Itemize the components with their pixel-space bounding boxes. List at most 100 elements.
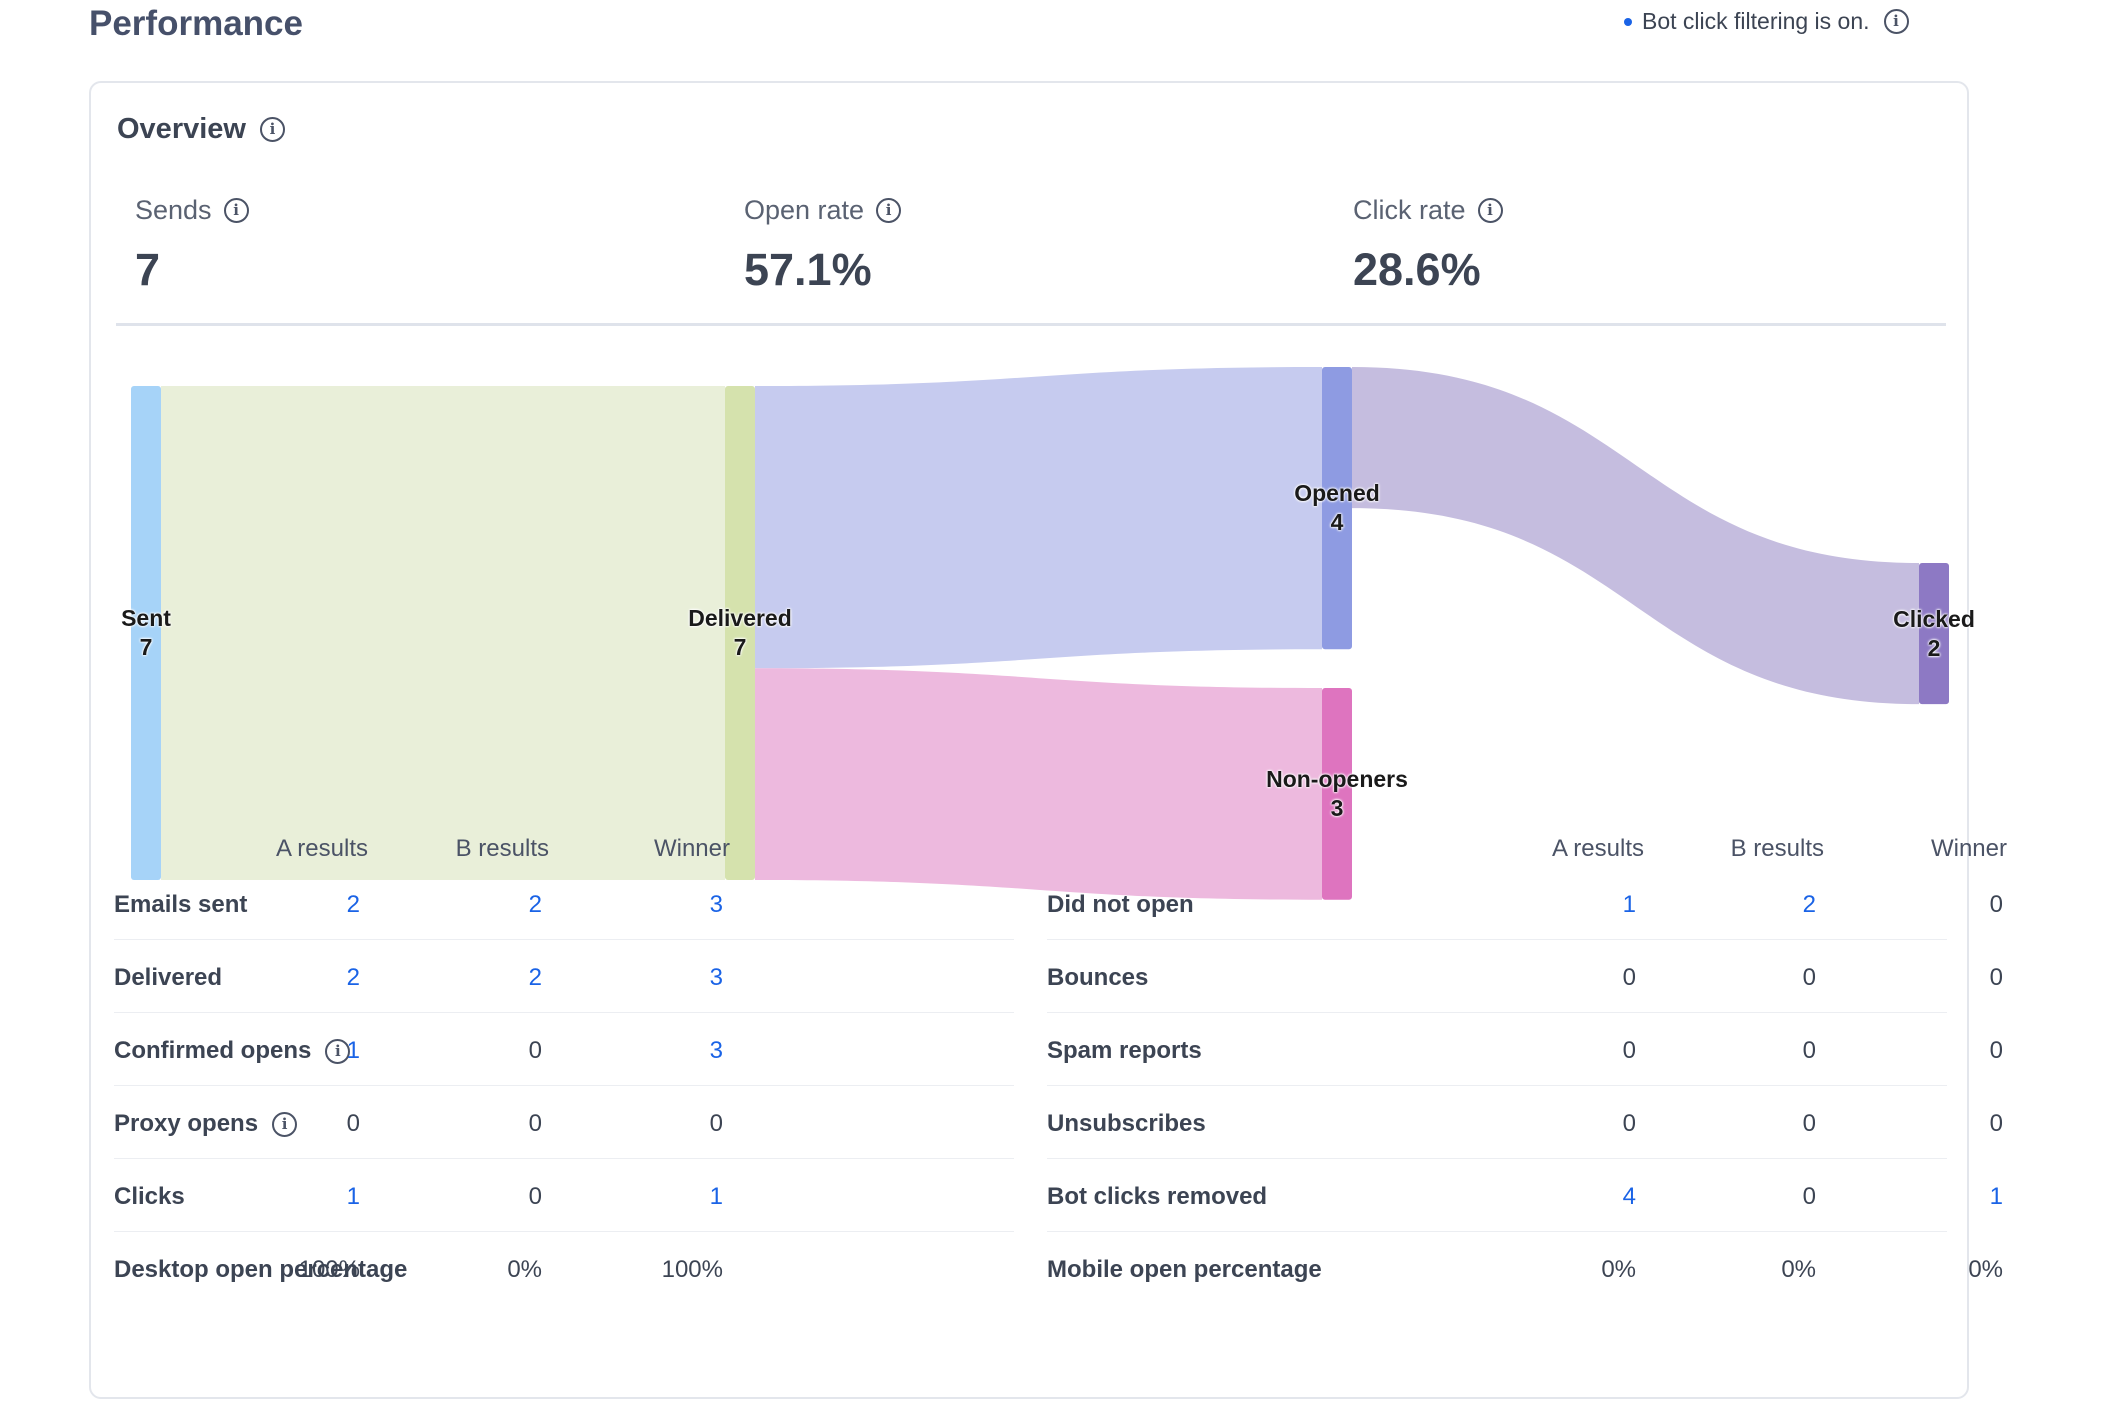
info-icon[interactable]: i <box>1477 198 1503 223</box>
funnel-sankey-chart <box>131 367 1949 900</box>
table-row: Did not open 1 2 0 <box>1047 867 2003 940</box>
sankey-node-label: Sent 7 <box>121 604 171 662</box>
b-result-cell: 0 <box>1802 1037 1816 1064</box>
winner-result-cell[interactable]: 1 <box>709 1183 723 1210</box>
b-result-cell[interactable]: 2 <box>1802 891 1816 918</box>
table-row: Clicks 1 0 1 <box>114 1159 1014 1232</box>
sankey-node-name: Opened <box>1294 480 1380 507</box>
table-row: Unsubscribes 0 0 0 <box>1047 1086 2003 1159</box>
stat-value: 28.6% <box>1353 244 1481 295</box>
sankey-node-value: 2 <box>1927 634 1941 661</box>
a-result-cell: 0 <box>1622 1110 1636 1137</box>
sankey-node-label: Opened 4 <box>1294 479 1380 537</box>
row-label: Spam reports <box>1047 1037 1202 1065</box>
sankey-node-name: Non-openers <box>1266 765 1408 792</box>
b-result-cell[interactable]: 2 <box>528 964 542 991</box>
sankey-node-label: Non-openers 3 <box>1266 765 1408 823</box>
winner-result-cell[interactable]: 3 <box>709 964 723 991</box>
info-icon[interactable]: i <box>223 198 249 223</box>
row-label: Proxy opens i <box>114 1110 298 1138</box>
info-icon[interactable]: i <box>272 1111 298 1137</box>
col-header-a: A results <box>1551 835 1644 862</box>
a-result-cell[interactable]: 2 <box>346 964 360 991</box>
b-result-cell: 0% <box>507 1256 542 1283</box>
stat-label: Open rate <box>744 195 865 225</box>
winner-result-cell: 100% <box>661 1256 723 1283</box>
row-label-text: Mobile open percentage <box>1047 1256 1322 1283</box>
stat-value: 57.1% <box>744 244 872 295</box>
winner-result-cell: 0% <box>1968 1256 2003 1283</box>
a-result-cell: 0% <box>1601 1256 1636 1283</box>
winner-result-cell: 0 <box>1989 891 2003 918</box>
row-label: Desktop open percentage <box>114 1256 407 1284</box>
stat-open-rate: Open rate i 57.1% <box>744 195 902 296</box>
col-header-winner: Winner <box>653 835 730 862</box>
row-label-text: Bounces <box>1047 964 1149 991</box>
a-result-cell[interactable]: 1 <box>1622 891 1636 918</box>
table-row: Bounces 0 0 0 <box>1047 940 2003 1013</box>
a-result-cell[interactable]: 2 <box>346 891 360 918</box>
table-row: Desktop open percentage 100% 0% 100% <box>114 1232 1014 1305</box>
results-table-left: A results B results Winner Emails sent 2 2… <box>114 827 1014 1305</box>
info-icon[interactable]: i <box>876 198 902 223</box>
b-result-cell[interactable]: 2 <box>528 891 542 918</box>
sankey-node-value: 7 <box>733 634 747 660</box>
overview-title: Overview <box>117 113 246 145</box>
table-row: Mobile open percentage 0% 0% 0% <box>1047 1232 2003 1305</box>
a-result-cell[interactable]: 4 <box>1622 1183 1636 1210</box>
a-result-cell: 100% <box>298 1256 360 1283</box>
stat-click-rate: Click rate i 28.6% <box>1353 195 1503 296</box>
b-result-cell: 0 <box>1802 964 1816 991</box>
b-result-cell: 0 <box>528 1110 542 1137</box>
overview-heading: Overview i <box>117 113 285 146</box>
row-label: Did not open <box>1047 891 1194 919</box>
sankey-link-delivered-to-non-openers[interactable] <box>755 668 1322 900</box>
sankey-link-sent-to-delivered[interactable] <box>161 386 725 880</box>
b-result-cell: 0 <box>1802 1110 1816 1137</box>
stat-sends: Sends i 7 <box>135 195 249 296</box>
stat-label: Click rate <box>1353 195 1466 225</box>
col-header-a: A results <box>275 835 368 862</box>
info-icon[interactable]: i <box>1883 9 1909 34</box>
a-result-cell: 0 <box>1622 1037 1636 1064</box>
sankey-node-name: Clicked <box>1893 605 1975 632</box>
sankey-node-sent[interactable] <box>131 386 161 880</box>
sankey-link-opened-to-clicked[interactable] <box>1352 367 1919 705</box>
table-header: A results B results Winner <box>114 827 1014 867</box>
row-label: Bounces <box>1047 964 1148 992</box>
bot-filter-text: Bot click filtering is on. <box>1642 8 1870 34</box>
row-label-text: Delivered <box>114 964 223 991</box>
a-result-cell[interactable]: 1 <box>346 1183 360 1210</box>
b-result-cell: 0 <box>528 1183 542 1210</box>
sankey-node-value: 4 <box>1330 509 1344 536</box>
info-icon[interactable]: i <box>259 117 285 142</box>
sankey-link-delivered-to-opened[interactable] <box>755 367 1322 669</box>
winner-result-cell[interactable]: 3 <box>709 891 723 918</box>
table-row: Confirmed opens i 1 0 3 <box>114 1013 1014 1086</box>
col-header-b: B results <box>455 835 549 862</box>
row-label-text: Proxy opens <box>114 1110 259 1137</box>
row-label: Confirmed opens i <box>114 1037 351 1065</box>
divider <box>116 323 1946 326</box>
row-label-text: Spam reports <box>1047 1037 1202 1064</box>
results-table-right: A results B results Winner Did not open 1… <box>1047 827 2007 1305</box>
sankey-node-delivered[interactable] <box>725 386 755 880</box>
winner-result-cell[interactable]: 3 <box>709 1037 723 1064</box>
sankey-node-non-openers[interactable] <box>1322 688 1352 900</box>
a-result-cell: 0 <box>1622 964 1636 991</box>
row-label-text: Desktop open percentage <box>114 1256 408 1283</box>
status-dot <box>1624 17 1632 26</box>
sankey-node-clicked[interactable] <box>1919 563 1949 705</box>
row-label: Unsubscribes <box>1047 1110 1206 1138</box>
b-result-cell: 0 <box>1802 1183 1816 1210</box>
sankey-node-opened[interactable] <box>1322 367 1352 650</box>
sankey-node-value: 3 <box>1330 794 1344 821</box>
info-icon[interactable]: i <box>325 1038 351 1064</box>
a-result-cell[interactable]: 1 <box>346 1037 360 1064</box>
row-label-text: Clicks <box>114 1183 185 1210</box>
table-row: Spam reports 0 0 0 <box>1047 1013 2003 1086</box>
stat-label: Sends <box>135 195 212 225</box>
winner-result-cell[interactable]: 1 <box>1989 1183 2003 1210</box>
winner-result-cell: 0 <box>709 1110 723 1137</box>
a-result-cell: 0 <box>346 1110 360 1137</box>
